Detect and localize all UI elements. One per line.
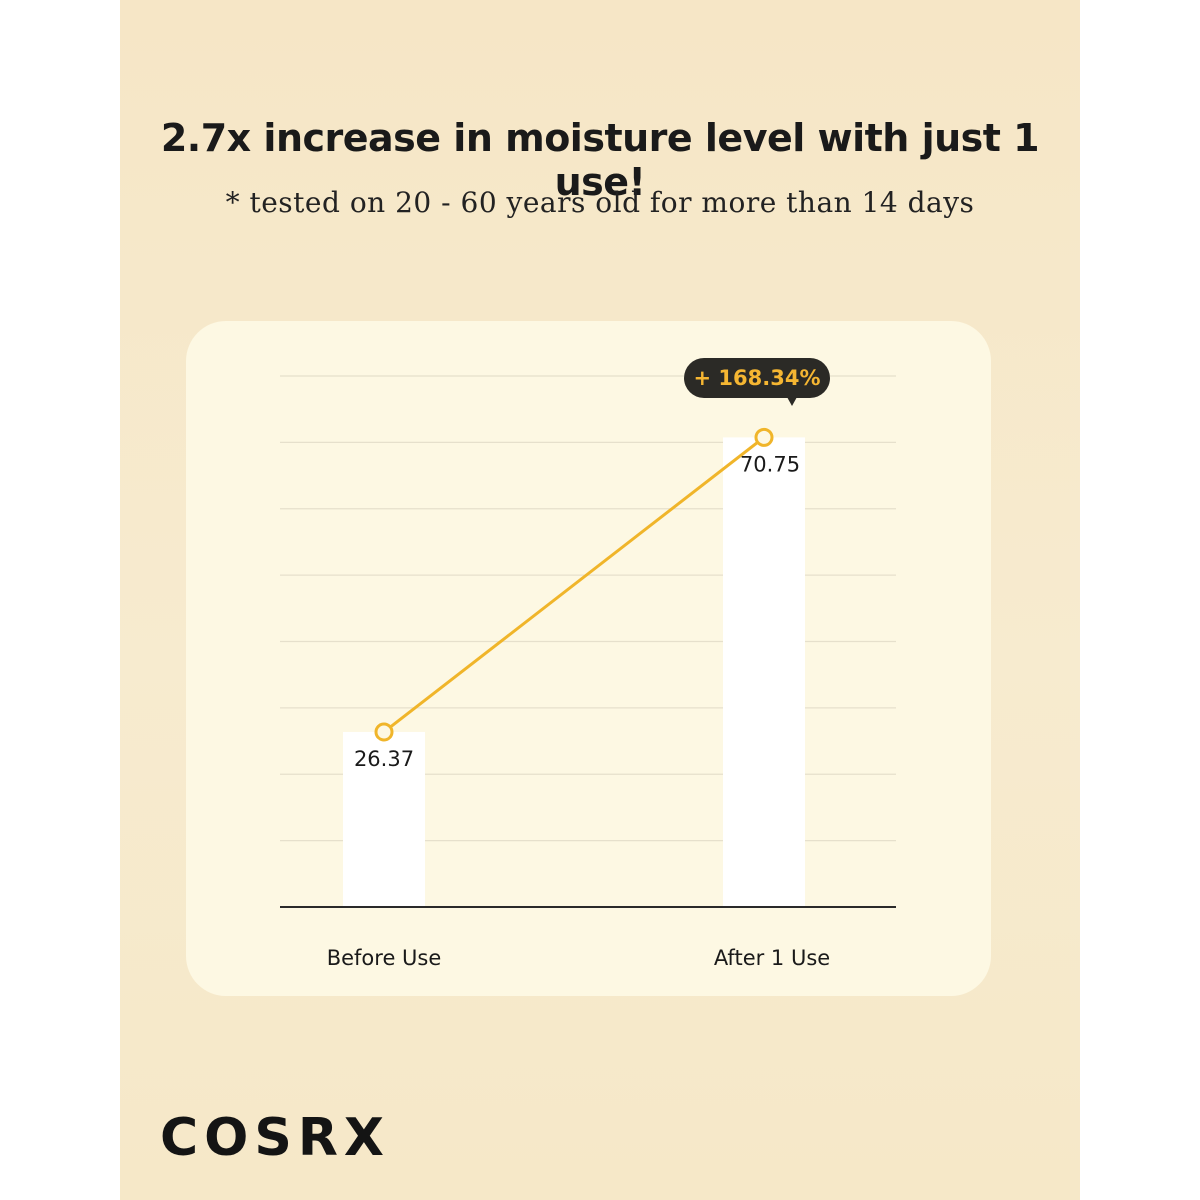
page-subtitle: * tested on 20 - 60 years old for more t… — [225, 186, 975, 219]
trend-line — [383, 436, 765, 734]
poster: 2.7x increase in moisture level with jus… — [120, 0, 1080, 1200]
callout-tail — [787, 397, 797, 406]
page-title: 2.7x increase in moisture level with jus… — [160, 116, 1040, 204]
bar — [723, 437, 805, 907]
callout-label: + 168.34% — [694, 366, 821, 390]
data-label: 26.37 — [354, 747, 414, 771]
chart-card: 26.37 70.75 Before Use After 1 Use + 168.34% — [186, 321, 991, 996]
brand-logo: COSRX — [160, 1108, 390, 1168]
data-point — [374, 722, 394, 742]
data-label: 70.75 — [740, 452, 800, 476]
x-tick-label: Before Use — [327, 946, 442, 970]
moisture-chart: 26.37 70.75 Before Use After 1 Use + 168.34% — [280, 358, 896, 970]
callout-bubble — [684, 358, 830, 398]
bar — [343, 731, 425, 907]
x-tick-label: After 1 Use — [714, 946, 830, 970]
data-point — [754, 427, 774, 447]
